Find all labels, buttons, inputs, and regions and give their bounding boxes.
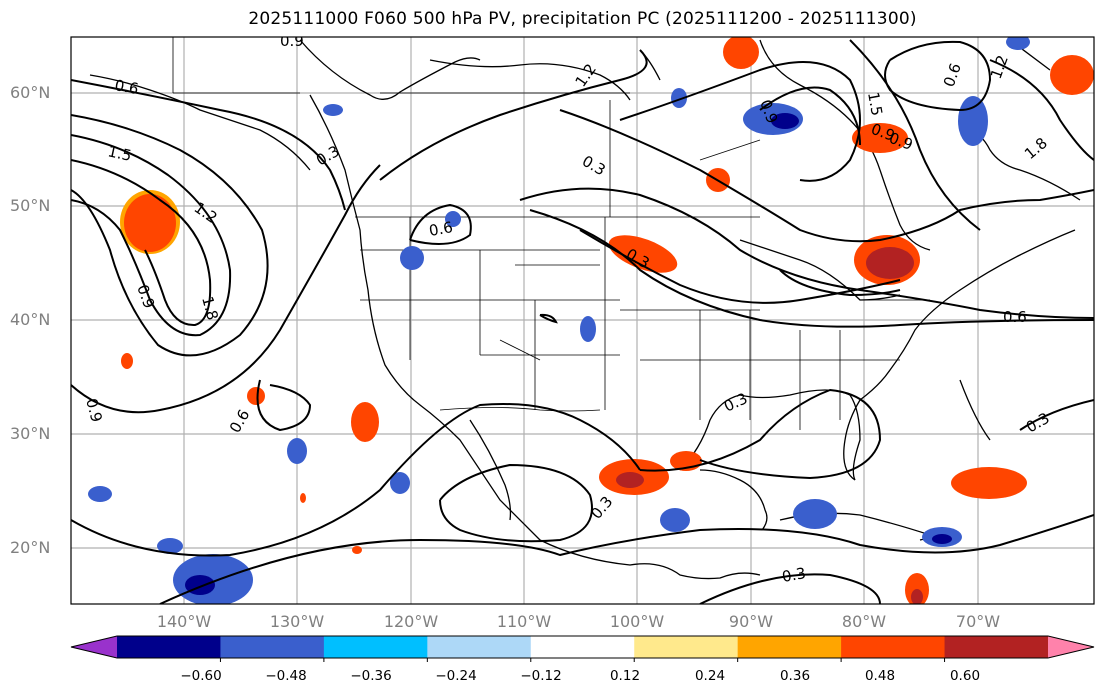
lat-label-40n: 40°N [10, 310, 51, 329]
precip-patch [124, 194, 176, 252]
colorbar-segment [841, 636, 946, 658]
lon-label-140w: 140°W [156, 612, 212, 631]
precip-patch [88, 486, 112, 502]
precip-patch [660, 508, 690, 532]
colorbar-outline [70, 635, 1095, 659]
colorbar-tick-label: 0.36 [779, 668, 811, 684]
colorbar-tick-label: 0.24 [694, 668, 726, 684]
colorbar [70, 635, 1095, 662]
precip-patch [671, 88, 687, 108]
precip-patch [793, 499, 837, 529]
colorbar-segment [427, 636, 532, 658]
precip-patch [445, 211, 461, 227]
precip-patch [771, 113, 799, 129]
coastlines [89, 39, 1081, 580]
precip-patch [390, 472, 410, 494]
precip-patch [1006, 37, 1030, 50]
precip-patch [1050, 55, 1094, 95]
contour-label: 0.6 [113, 76, 140, 98]
lat-label-30n: 30°N [10, 424, 51, 443]
precip-patch [951, 467, 1027, 499]
precip-patch [911, 589, 923, 604]
precip-patch [608, 235, 678, 273]
colorbar-tick-label: −0.48 [265, 668, 307, 684]
precip-patch [958, 96, 988, 146]
precip-patch [157, 538, 183, 554]
colorbar-segment [944, 636, 1049, 658]
precip-patch [247, 387, 265, 405]
map-frame [70, 36, 1095, 605]
contour-label: 0.9 [82, 396, 106, 424]
lat-label-20n: 20°N [10, 538, 51, 557]
precip-patch [323, 104, 343, 116]
map-title: 2025111000 F060 500 hPa PV, precipitatio… [248, 9, 917, 29]
precip-patch [287, 438, 307, 464]
colorbar-extend-min [71, 636, 117, 658]
colorbar-segment [117, 636, 221, 658]
precip-patch [400, 246, 424, 270]
precip-patch [351, 402, 379, 442]
lon-label-130w: 130°W [269, 612, 325, 631]
lat-label-60n: 60°N [10, 83, 51, 102]
precip-patch [580, 316, 596, 342]
colorbar-segment [323, 636, 428, 658]
pv-contours [71, 39, 1094, 604]
colorbar-tick-label: −0.24 [435, 668, 477, 684]
precip-patch [121, 353, 133, 369]
precip-patch [723, 37, 759, 69]
contour-label: 0.6 [428, 218, 455, 240]
contour-label: 1.5 [106, 142, 133, 165]
colorbar-segment [220, 636, 325, 658]
colorbar-tick-label: −0.36 [350, 668, 392, 684]
precip-patch [300, 493, 306, 503]
colorbar-tick-label: 0.12 [609, 668, 641, 684]
contour-label: 0.3 [781, 564, 808, 586]
lon-label-80w: 80°W [841, 612, 887, 631]
lon-label-110w: 110°W [496, 612, 552, 631]
lon-label-70w: 70°W [955, 612, 1001, 631]
contour-label: 1.5 [864, 91, 886, 118]
political-borders [172, 37, 930, 430]
lon-label-100w: 100°W [609, 612, 665, 631]
precip-patch [905, 573, 929, 604]
colorbar-tick-label: 0.48 [864, 668, 896, 684]
precip-patch [852, 123, 908, 153]
colorbar-segment [530, 636, 635, 658]
colorbar-tick-label: 0.60 [949, 668, 981, 684]
precip-patch [932, 534, 952, 544]
precip-patch [352, 546, 362, 554]
lon-label-90w: 90°W [728, 612, 774, 631]
colorbar-segment [634, 636, 739, 658]
precip-patch [173, 554, 253, 604]
colorbar-tick-label: −0.60 [180, 668, 222, 684]
contour-label: 0.6 [1003, 308, 1027, 326]
precip-negative-areas [88, 37, 1030, 604]
precip-patch [866, 247, 914, 279]
contour-label: 1.8 [198, 294, 222, 322]
colorbar-extend-max [1048, 636, 1094, 658]
precip-patch [616, 472, 644, 488]
precip-positive-areas [120, 37, 1094, 604]
lat-label-50n: 50°N [10, 196, 51, 215]
contour-label: 0.9 [280, 32, 304, 50]
lon-label-120w: 120°W [383, 612, 439, 631]
colorbar-segment [737, 636, 842, 658]
colorbar-tick-label: −0.12 [520, 668, 562, 684]
